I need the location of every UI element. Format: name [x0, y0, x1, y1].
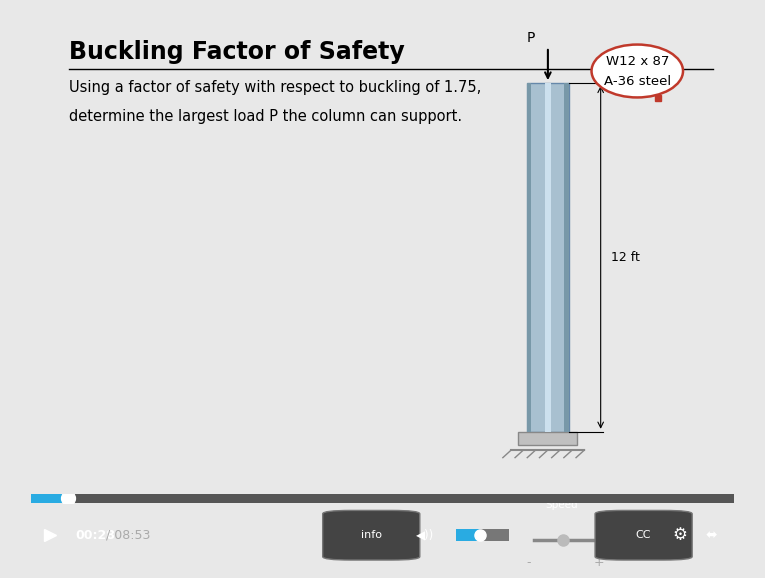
Bar: [480, 529, 509, 541]
Text: A-36 steel: A-36 steel: [604, 75, 671, 88]
Text: 00:28: 00:28: [75, 529, 115, 542]
Bar: [565, 83, 569, 432]
Bar: [527, 83, 569, 432]
Bar: [457, 529, 480, 541]
Bar: [519, 432, 578, 445]
Text: +: +: [593, 556, 604, 569]
Bar: [545, 83, 551, 432]
Text: ⚙: ⚙: [672, 526, 687, 544]
Text: CC: CC: [636, 530, 651, 540]
Text: ⬌: ⬌: [706, 528, 718, 542]
Text: W12 x 87: W12 x 87: [606, 55, 669, 68]
Text: ◀)): ◀)): [415, 529, 434, 542]
Bar: [31, 492, 68, 504]
Text: -: -: [526, 556, 531, 569]
Text: / 08:53: / 08:53: [106, 529, 150, 542]
Text: Using a factor of safety with respect to buckling of 1.75,: Using a factor of safety with respect to…: [70, 80, 481, 95]
Text: 12 ft: 12 ft: [610, 251, 640, 264]
Text: info: info: [361, 530, 382, 540]
Text: Buckling Factor of Safety: Buckling Factor of Safety: [70, 40, 405, 64]
FancyBboxPatch shape: [595, 510, 692, 560]
Text: Speed: Speed: [545, 501, 578, 510]
Bar: [527, 83, 532, 432]
Text: P: P: [527, 31, 535, 45]
Text: determine the largest load P the column can support.: determine the largest load P the column …: [70, 109, 462, 124]
Ellipse shape: [591, 45, 683, 98]
FancyBboxPatch shape: [323, 510, 420, 560]
